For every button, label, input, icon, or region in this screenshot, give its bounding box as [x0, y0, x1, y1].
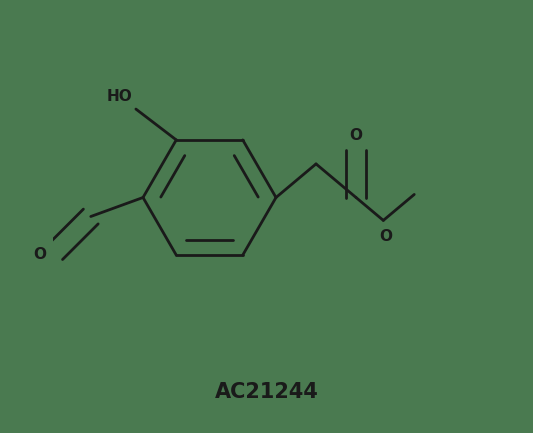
Text: O: O	[34, 247, 46, 262]
Text: O: O	[379, 229, 392, 244]
Text: AC21244: AC21244	[215, 382, 318, 402]
Text: O: O	[350, 128, 362, 143]
Text: HO: HO	[107, 89, 132, 104]
